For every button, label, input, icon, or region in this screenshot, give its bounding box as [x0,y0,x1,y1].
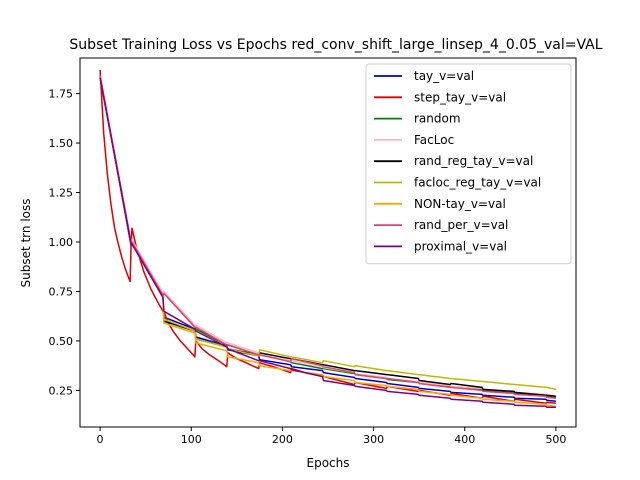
legend-label: facloc_reg_tay_v=val [414,176,541,190]
legend-label: FacLoc [414,133,454,147]
x-tick-label: 300 [363,433,384,446]
series-line-5 [99,77,557,391]
y-tick-label: 0.50 [49,335,74,348]
legend-label: tay_v=val [414,69,474,83]
y-tick-label: 1.75 [49,88,74,101]
series-line-8 [99,77,556,408]
y-tick-label: 0.25 [49,384,74,397]
legend-label: rand_per_v=val [414,218,508,232]
x-tick-label: 0 [97,433,104,446]
legend-label: rand_reg_tay_v=val [414,154,533,168]
legend-label: random [414,112,461,126]
plot-lines [99,69,557,408]
y-tick-label: 0.75 [49,285,74,298]
legend-label: step_tay_v=val [414,90,506,104]
y-tick-label: 1.25 [49,187,74,200]
x-axis-label: Epochs [307,456,350,470]
x-tick-label: 500 [545,433,566,446]
y-tick-label: 1.50 [49,137,74,150]
x-tick-label: 400 [454,433,475,446]
series-line-7 [99,75,556,400]
y-tick-label: 1.00 [49,236,74,249]
x-tick-label: 100 [181,433,202,446]
y-axis: 0.25 0.50 0.75 1.00 1.25 1.50 1.75 [49,88,80,397]
y-axis-label: Subset trn loss [19,198,33,287]
x-tick-label: 200 [272,433,293,446]
x-axis: 0 100 200 300 400 500 [97,427,566,446]
legend-label: NON-tay_v=val [414,197,506,211]
legend-label: proximal_v=val [414,239,507,253]
chart-title: Subset Training Loss vs Epochs red_conv_… [69,37,602,53]
series-line-6 [99,77,556,407]
legend-box [365,63,572,265]
series-line-0 [99,75,556,403]
